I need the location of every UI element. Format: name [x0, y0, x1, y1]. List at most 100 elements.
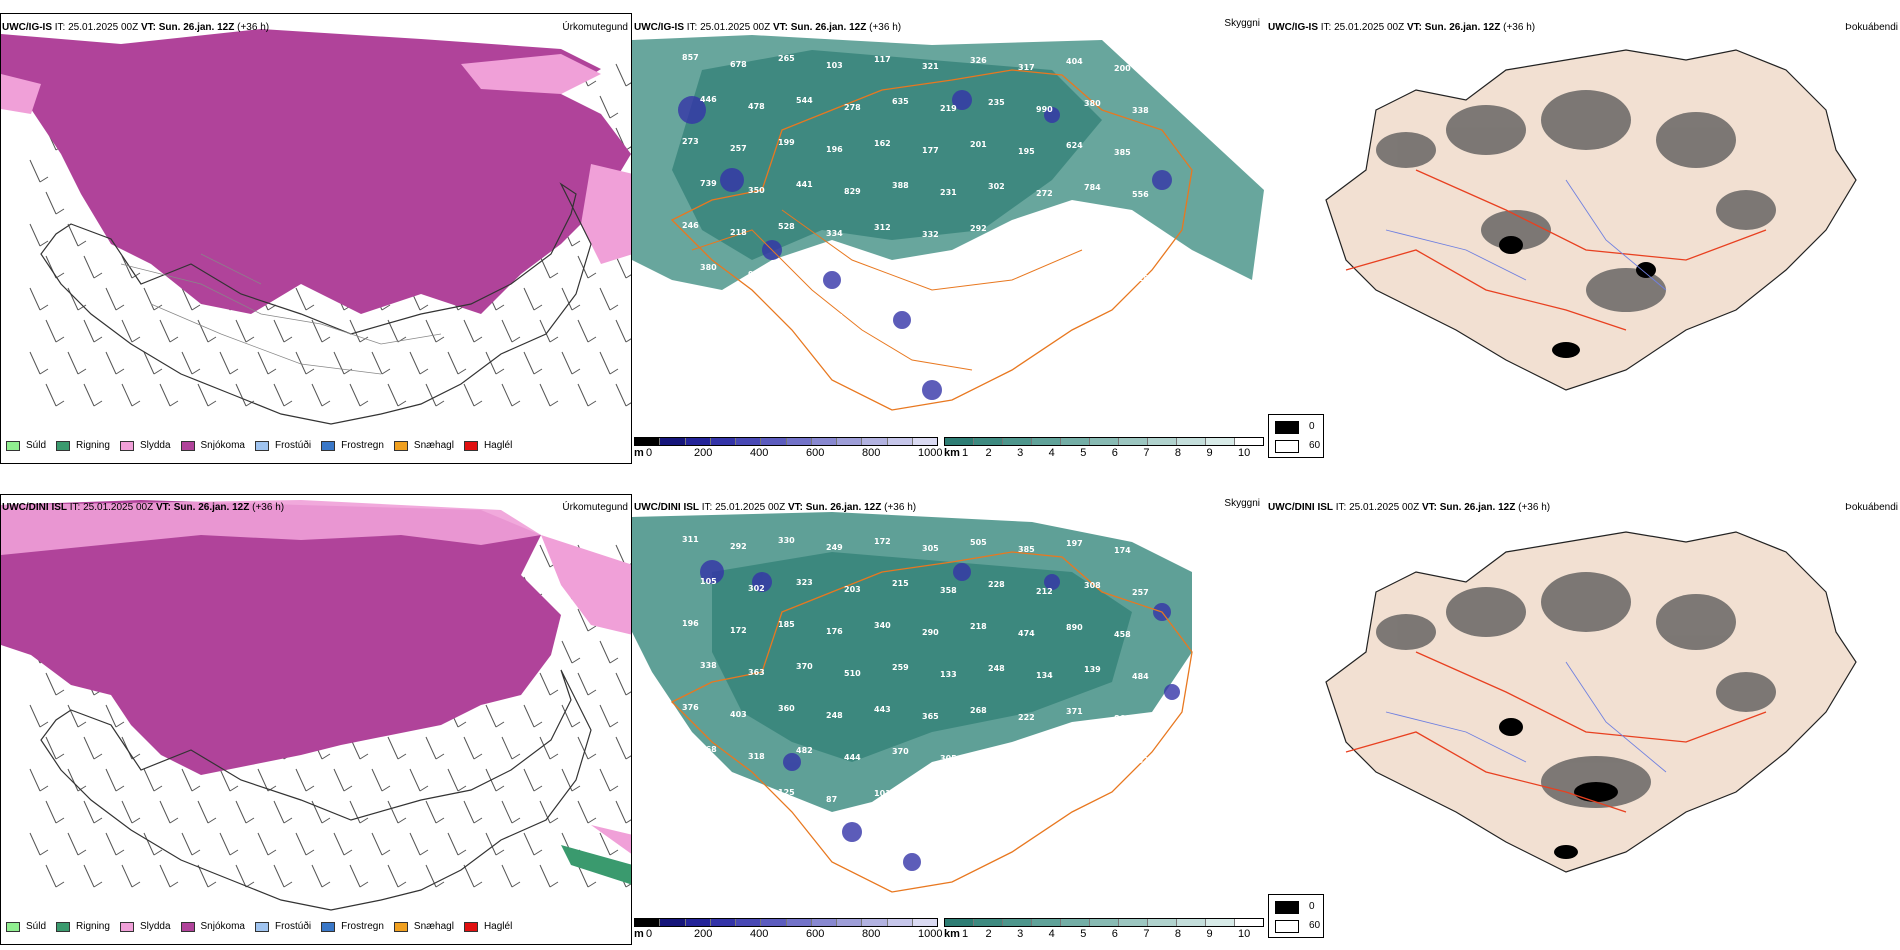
cloud-map-row1: 857 678 265 103 117 321 326 317 404 200 446 478 544 2… — [632, 35, 1264, 411]
wind-barb — [67, 287, 87, 311]
ceiling-value-label: 278 — [844, 103, 861, 112]
wind-barb — [45, 800, 65, 824]
colorbar-segment — [736, 919, 762, 926]
ceiling-value-label: 739 — [700, 179, 717, 188]
ceiling-value-label: 482 — [796, 746, 813, 755]
ceiling-value-label: 272 — [1036, 189, 1053, 198]
wind-barb — [539, 383, 559, 407]
legend-label: Slydda — [139, 440, 171, 451]
ceiling-value-label: 248 — [826, 711, 843, 720]
wind-barb — [197, 319, 217, 343]
ceiling-value-label: 218 — [730, 228, 747, 237]
wind-barb — [425, 319, 445, 343]
wind-barb — [235, 319, 255, 343]
wind-barb — [485, 704, 505, 728]
ceiling-value-label: 259 — [892, 663, 909, 672]
wind-barb — [67, 704, 87, 728]
wind-barb — [523, 832, 543, 856]
wind-barb — [615, 319, 631, 343]
ceiling-value-label: 444 — [844, 753, 861, 762]
wind-barb — [83, 736, 103, 760]
ceiling-value-label: 219 — [940, 104, 957, 113]
ceiling-value-label: 212 — [1036, 587, 1053, 596]
wind-barb — [105, 768, 125, 792]
colorbar-segment — [685, 438, 711, 445]
it-label: IT: — [69, 502, 81, 513]
ceiling-value-label: 360 — [778, 704, 795, 713]
legend-item-rigning: Rigning — [56, 440, 110, 451]
legend-swatch — [56, 440, 71, 451]
colorbar-segment — [974, 919, 1003, 926]
ceiling-value-label: 302 — [748, 584, 765, 593]
ceiling-ticks-row2: 0 200 400 600 800 1000 — [646, 928, 946, 942]
colorbar-segment — [1090, 438, 1119, 445]
wind-barb — [235, 383, 255, 407]
wind-barb — [615, 736, 631, 760]
wind-barb — [67, 223, 87, 247]
fog-map-row2 — [1325, 531, 1857, 873]
wind-barb — [539, 736, 559, 760]
ceiling-value-label: 195 — [1018, 147, 1035, 156]
ceiling-value-label: 133 — [940, 670, 957, 679]
tick-label: 2 — [985, 928, 992, 940]
ceiling-value-label: 96 — [970, 308, 982, 317]
ceiling-value-label: 249 — [826, 543, 843, 552]
wind-barb — [181, 351, 201, 375]
wind-barb — [561, 351, 581, 375]
cloud-title-row2: Skyggni — [1224, 498, 1260, 509]
tick-label: 6 — [1111, 928, 1118, 940]
legend-swatch — [463, 440, 478, 451]
colorbar-segment — [786, 919, 812, 926]
ceiling-ticks-row1: 0 200 400 600 800 1000 — [646, 447, 946, 461]
tick-label: 7 — [1143, 447, 1150, 459]
ceiling-value-label: 928 — [748, 270, 765, 279]
ceiling-value-label: 199 — [778, 138, 795, 147]
ceiling-value-label: 101 — [874, 789, 891, 798]
ceiling-value-label: 528 — [778, 222, 795, 231]
colorbar-segment — [685, 919, 711, 926]
ceiling-value-label: 257 — [1132, 588, 1149, 597]
wind-barb — [501, 800, 521, 824]
colorbar-segment — [887, 438, 913, 445]
iceland-outline-row1 — [40, 182, 592, 425]
wind-barb — [311, 800, 331, 824]
vt-value: Sun. 26.jan. 12Z — [158, 22, 235, 33]
visibility-colorbar-row2 — [944, 918, 1264, 927]
tick-label: 2 — [985, 447, 992, 459]
wind-barb — [599, 832, 619, 856]
wind-barb — [409, 768, 429, 792]
wind-barb — [159, 864, 179, 888]
wind-barb — [143, 832, 163, 856]
ceiling-value-label: 246 — [682, 221, 699, 230]
wind-barb — [273, 800, 293, 824]
legend-label: Rigning — [76, 921, 110, 932]
colorbar-segment — [1148, 919, 1177, 926]
legend-item-haglél: Haglél — [463, 440, 512, 451]
wind-barb — [615, 800, 631, 824]
wind-barb — [311, 319, 331, 343]
legend-item-snjókoma: Snjókoma — [180, 921, 245, 932]
precip-legend-row2: Súld Rigning Slydda Snjókoma Frostúði Frostre… — [6, 921, 522, 932]
vt-label: VT: — [772, 22, 788, 33]
ceiling-value-label: 261 — [1084, 267, 1101, 276]
ceiling-value-label: 176 — [826, 627, 843, 636]
wind-barb — [219, 768, 239, 792]
fog-label-low: 0 — [1309, 421, 1315, 432]
ceiling-value-label: 157 — [682, 305, 699, 314]
colorbar-segment — [736, 438, 762, 445]
ceiling-value-label: 446 — [700, 95, 717, 104]
wind-barb — [387, 864, 407, 888]
ceiling-value-label: 371 — [1066, 707, 1083, 716]
ceiling-value-label: 330 — [778, 536, 795, 545]
legend-item-frostregn: Frostregn — [321, 440, 384, 451]
ceiling-value-label: 345 — [988, 748, 1005, 757]
ceiling-value-label: 857 — [682, 53, 699, 62]
wind-barb — [485, 768, 505, 792]
legend-item-frostregn: Frostregn — [321, 921, 384, 932]
wind-barb — [295, 832, 315, 856]
ceiling-value-label: 363 — [748, 668, 765, 677]
tick-label: 200 — [694, 928, 713, 940]
ceiling-value-label: 185 — [778, 620, 795, 629]
ceiling-value-label: 107 — [826, 313, 843, 322]
colorbar-segment — [1177, 438, 1206, 445]
